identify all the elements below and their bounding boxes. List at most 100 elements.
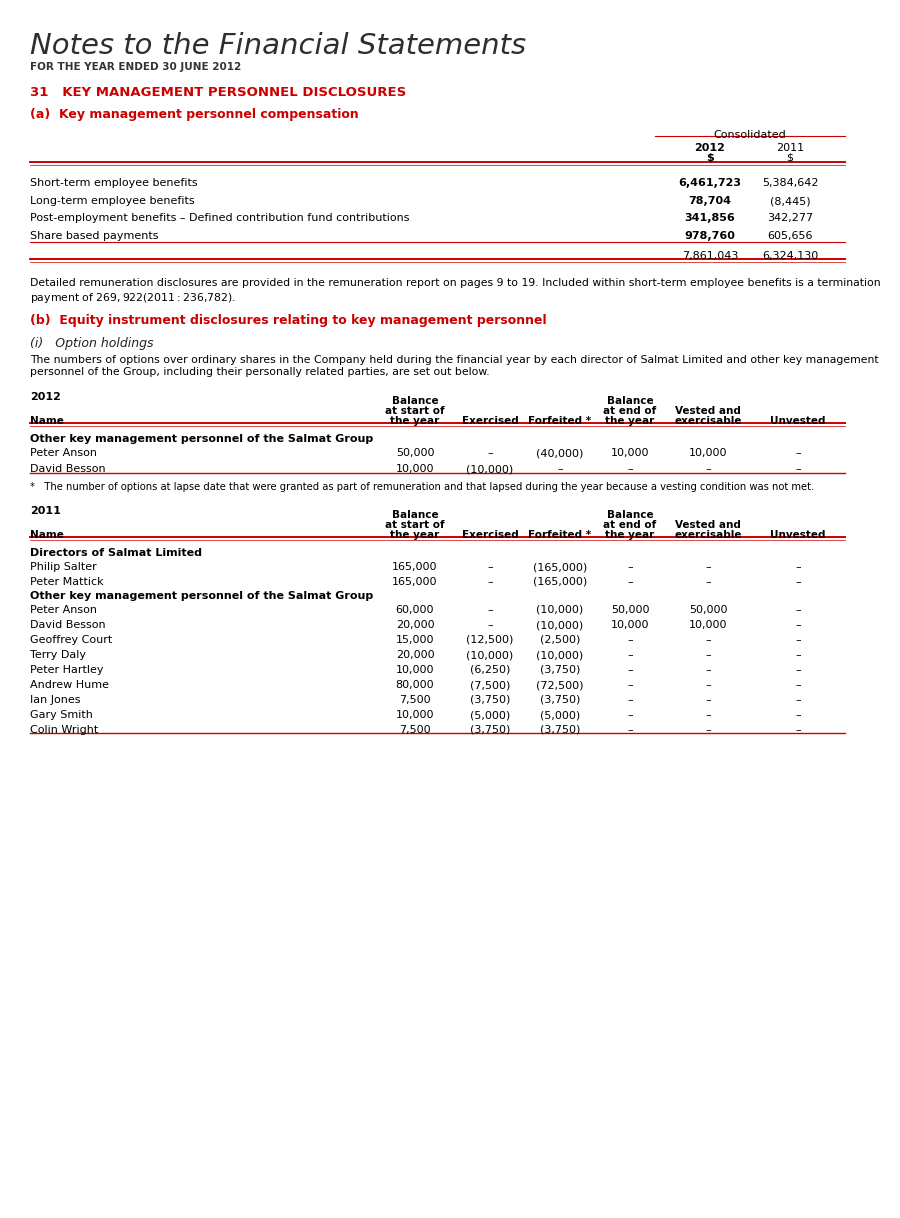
Text: –: – xyxy=(627,725,633,734)
Text: 978,760: 978,760 xyxy=(685,231,735,241)
Text: (10,000): (10,000) xyxy=(466,650,514,660)
Text: David Besson: David Besson xyxy=(30,620,105,630)
Text: –: – xyxy=(706,464,711,474)
Text: FOR THE YEAR ENDED 30 JUNE 2012: FOR THE YEAR ENDED 30 JUNE 2012 xyxy=(30,62,241,72)
Text: (5,000): (5,000) xyxy=(470,710,510,720)
Text: 5,384,642: 5,384,642 xyxy=(761,178,818,188)
Text: 605,656: 605,656 xyxy=(767,231,813,241)
Text: 2011: 2011 xyxy=(776,143,804,153)
Text: (7,500): (7,500) xyxy=(470,680,510,691)
Text: –: – xyxy=(706,577,711,587)
Text: Balance: Balance xyxy=(607,510,653,520)
Text: –: – xyxy=(796,561,801,572)
Text: –: – xyxy=(796,635,801,646)
Text: 50,000: 50,000 xyxy=(688,605,727,615)
Text: –: – xyxy=(796,605,801,615)
Text: the year: the year xyxy=(606,530,654,540)
Text: 2012: 2012 xyxy=(695,143,725,153)
Text: (2,500): (2,500) xyxy=(540,635,580,646)
Text: Other key management personnel of the Salmat Group: Other key management personnel of the Sa… xyxy=(30,434,374,445)
Text: 341,856: 341,856 xyxy=(685,213,735,223)
Text: Vested and: Vested and xyxy=(675,406,741,417)
Text: Forfeited *: Forfeited * xyxy=(528,530,591,540)
Text: at end of: at end of xyxy=(603,406,657,417)
Text: –: – xyxy=(706,650,711,660)
Text: (165,000): (165,000) xyxy=(533,561,587,572)
Text: Short-term employee benefits: Short-term employee benefits xyxy=(30,178,198,188)
Text: Terry Daly: Terry Daly xyxy=(30,650,86,660)
Text: (10,000): (10,000) xyxy=(536,620,583,630)
Text: –: – xyxy=(796,620,801,630)
Text: *   The number of options at lapse date that were granted as part of remuneratio: * The number of options at lapse date th… xyxy=(30,482,814,492)
Text: –: – xyxy=(796,725,801,734)
Text: –: – xyxy=(706,635,711,646)
Text: –: – xyxy=(627,710,633,720)
Text: (6,250): (6,250) xyxy=(470,665,510,675)
Text: (40,000): (40,000) xyxy=(536,448,584,458)
Text: 80,000: 80,000 xyxy=(396,680,435,691)
Text: Name: Name xyxy=(30,530,64,540)
Text: Peter Mattick: Peter Mattick xyxy=(30,577,104,587)
Text: –: – xyxy=(627,680,633,691)
Text: 165,000: 165,000 xyxy=(392,561,437,572)
Text: Vested and: Vested and xyxy=(675,520,741,530)
Text: Consolidated: Consolidated xyxy=(714,130,787,140)
Text: Balance: Balance xyxy=(392,396,438,406)
Text: –: – xyxy=(487,605,493,615)
Text: –: – xyxy=(706,695,711,705)
Text: –: – xyxy=(796,710,801,720)
Text: exercisable: exercisable xyxy=(674,530,742,540)
Text: (3,750): (3,750) xyxy=(470,695,510,705)
Text: (3,750): (3,750) xyxy=(540,665,580,675)
Text: at end of: at end of xyxy=(603,520,657,530)
Text: 342,277: 342,277 xyxy=(767,213,813,223)
Text: 165,000: 165,000 xyxy=(392,577,437,587)
Text: 50,000: 50,000 xyxy=(611,605,649,615)
Text: 10,000: 10,000 xyxy=(396,665,434,675)
Text: –: – xyxy=(706,561,711,572)
Text: (3,750): (3,750) xyxy=(540,695,580,705)
Text: –: – xyxy=(796,665,801,675)
Text: Long-term employee benefits: Long-term employee benefits xyxy=(30,196,194,206)
Text: the year: the year xyxy=(606,417,654,426)
Text: Balance: Balance xyxy=(607,396,653,406)
Text: the year: the year xyxy=(391,417,439,426)
Text: 20,000: 20,000 xyxy=(396,650,435,660)
Text: –: – xyxy=(627,577,633,587)
Text: –: – xyxy=(706,665,711,675)
Text: (3,750): (3,750) xyxy=(470,725,510,734)
Text: (a)  Key management personnel compensation: (a) Key management personnel compensatio… xyxy=(30,108,359,121)
Text: –: – xyxy=(796,448,801,458)
Text: 7,500: 7,500 xyxy=(400,725,431,734)
Text: –: – xyxy=(627,665,633,675)
Text: –: – xyxy=(487,620,493,630)
Text: –: – xyxy=(627,464,633,474)
Text: The numbers of options over ordinary shares in the Company held during the finan: The numbers of options over ordinary sha… xyxy=(30,354,878,365)
Text: –: – xyxy=(706,725,711,734)
Text: 10,000: 10,000 xyxy=(688,448,727,458)
Text: 6,324,130: 6,324,130 xyxy=(762,251,818,261)
Text: at start of: at start of xyxy=(385,406,445,417)
Text: –: – xyxy=(706,710,711,720)
Text: 7,861,043: 7,861,043 xyxy=(682,251,738,261)
Text: (10,000): (10,000) xyxy=(536,605,583,615)
Text: (5,000): (5,000) xyxy=(540,710,580,720)
Text: –: – xyxy=(796,680,801,691)
Text: (165,000): (165,000) xyxy=(533,577,587,587)
Text: –: – xyxy=(557,464,562,474)
Text: –: – xyxy=(796,577,801,587)
Text: 10,000: 10,000 xyxy=(611,620,649,630)
Text: (b)  Equity instrument disclosures relating to key management personnel: (b) Equity instrument disclosures relati… xyxy=(30,314,546,326)
Text: Notes to the Financial Statements: Notes to the Financial Statements xyxy=(30,32,526,60)
Text: (72,500): (72,500) xyxy=(536,680,584,691)
Text: 6,461,723: 6,461,723 xyxy=(679,178,742,188)
Text: Share based payments: Share based payments xyxy=(30,231,158,241)
Text: Geoffrey Court: Geoffrey Court xyxy=(30,635,112,646)
Text: Post-employment benefits – Defined contribution fund contributions: Post-employment benefits – Defined contr… xyxy=(30,213,410,223)
Text: Peter Anson: Peter Anson xyxy=(30,605,97,615)
Text: 7,500: 7,500 xyxy=(400,695,431,705)
Text: –: – xyxy=(796,695,801,705)
Text: the year: the year xyxy=(391,530,439,540)
Text: –: – xyxy=(487,448,493,458)
Text: Colin Wright: Colin Wright xyxy=(30,725,98,734)
